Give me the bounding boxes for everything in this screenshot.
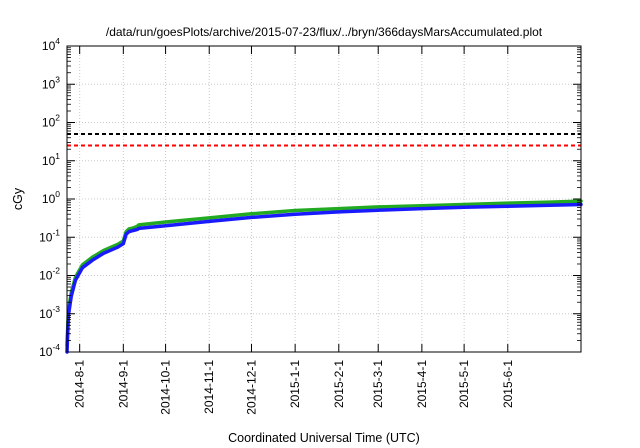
- x-tick-label: 2015-6-1: [501, 360, 515, 408]
- x-tick-label: 2014-12-1: [244, 360, 258, 415]
- x-tick-label: 2015-4-1: [415, 360, 429, 408]
- x-tick-label: 2015-3-1: [371, 360, 385, 408]
- x-tick-label: 2015-2-1: [332, 360, 346, 408]
- x-tick-label: 2014-8-1: [73, 360, 87, 408]
- x-tick-label: 2014-11-1: [202, 360, 216, 414]
- x-tick-label: 2015-1-1: [288, 360, 302, 408]
- y-tick-label: 10-2: [39, 266, 60, 283]
- series-line: [65, 202, 583, 354]
- y-axis: 10-4 10-3 10-2 10-1 100 101 102 103 104: [39, 36, 581, 359]
- y-tick-label: 100: [42, 189, 60, 206]
- series-group: [65, 199, 583, 354]
- x-axis-label: Coordinated Universal Time (UTC): [228, 431, 420, 445]
- y-tick-label: 10-4: [39, 342, 60, 359]
- y-tick-label: 10-3: [39, 304, 60, 321]
- x-axis: 2014-8-1 2014-9-1 2014-10-1 2014-11-1 2014-1…: [73, 46, 515, 415]
- x-tick-label: 2015-5-1: [457, 360, 471, 408]
- reference-lines: [67, 133, 581, 147]
- x-tick-label: 2014-9-1: [116, 360, 130, 408]
- y-tick-label: 10-1: [39, 227, 60, 244]
- y-tick-label: 104: [42, 36, 60, 53]
- y-axis-label: cGy: [11, 187, 25, 210]
- y-tick-label: 101: [42, 151, 60, 168]
- grid: [67, 46, 581, 352]
- y-tick-label: 102: [42, 113, 60, 130]
- chart-title: /data/run/goesPlots/archive/2015-07-23/f…: [106, 25, 543, 39]
- y-tick-label: 103: [42, 74, 60, 91]
- series-line: [65, 199, 583, 348]
- x-tick-label: 2014-10-1: [159, 360, 173, 415]
